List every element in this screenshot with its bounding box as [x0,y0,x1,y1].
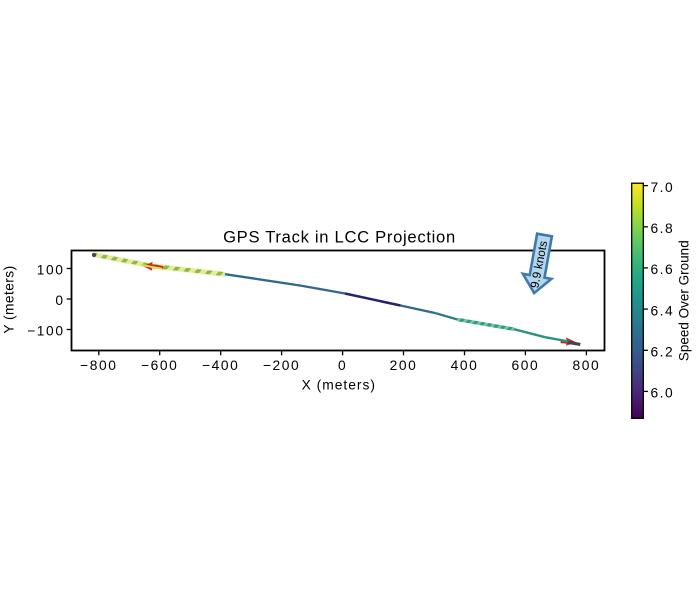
svg-text:6.4: 6.4 [651,303,675,318]
svg-text:−800: −800 [80,358,117,373]
svg-text:GPS Track in LCC Projection: GPS Track in LCC Projection [223,228,456,247]
svg-text:7.0: 7.0 [651,180,675,195]
svg-text:6.0: 6.0 [651,386,675,401]
svg-text:X (meters): X (meters) [302,377,376,392]
svg-text:−400: −400 [202,358,239,373]
svg-text:400: 400 [451,358,479,373]
svg-text:−600: −600 [141,358,178,373]
svg-text:0: 0 [55,293,64,308]
svg-text:100: 100 [37,262,65,277]
svg-text:Y (meters): Y (meters) [2,265,17,333]
svg-text:6.2: 6.2 [651,345,675,360]
svg-text:Speed Over Ground: Speed Over Ground [677,240,692,361]
svg-text:6.6: 6.6 [651,262,675,277]
svg-text:200: 200 [390,358,418,373]
svg-text:800: 800 [572,358,600,373]
svg-text:6.8: 6.8 [651,221,675,236]
svg-text:0: 0 [338,358,347,373]
svg-text:−200: −200 [263,358,300,373]
svg-text:−100: −100 [27,323,64,338]
svg-text:600: 600 [511,358,539,373]
